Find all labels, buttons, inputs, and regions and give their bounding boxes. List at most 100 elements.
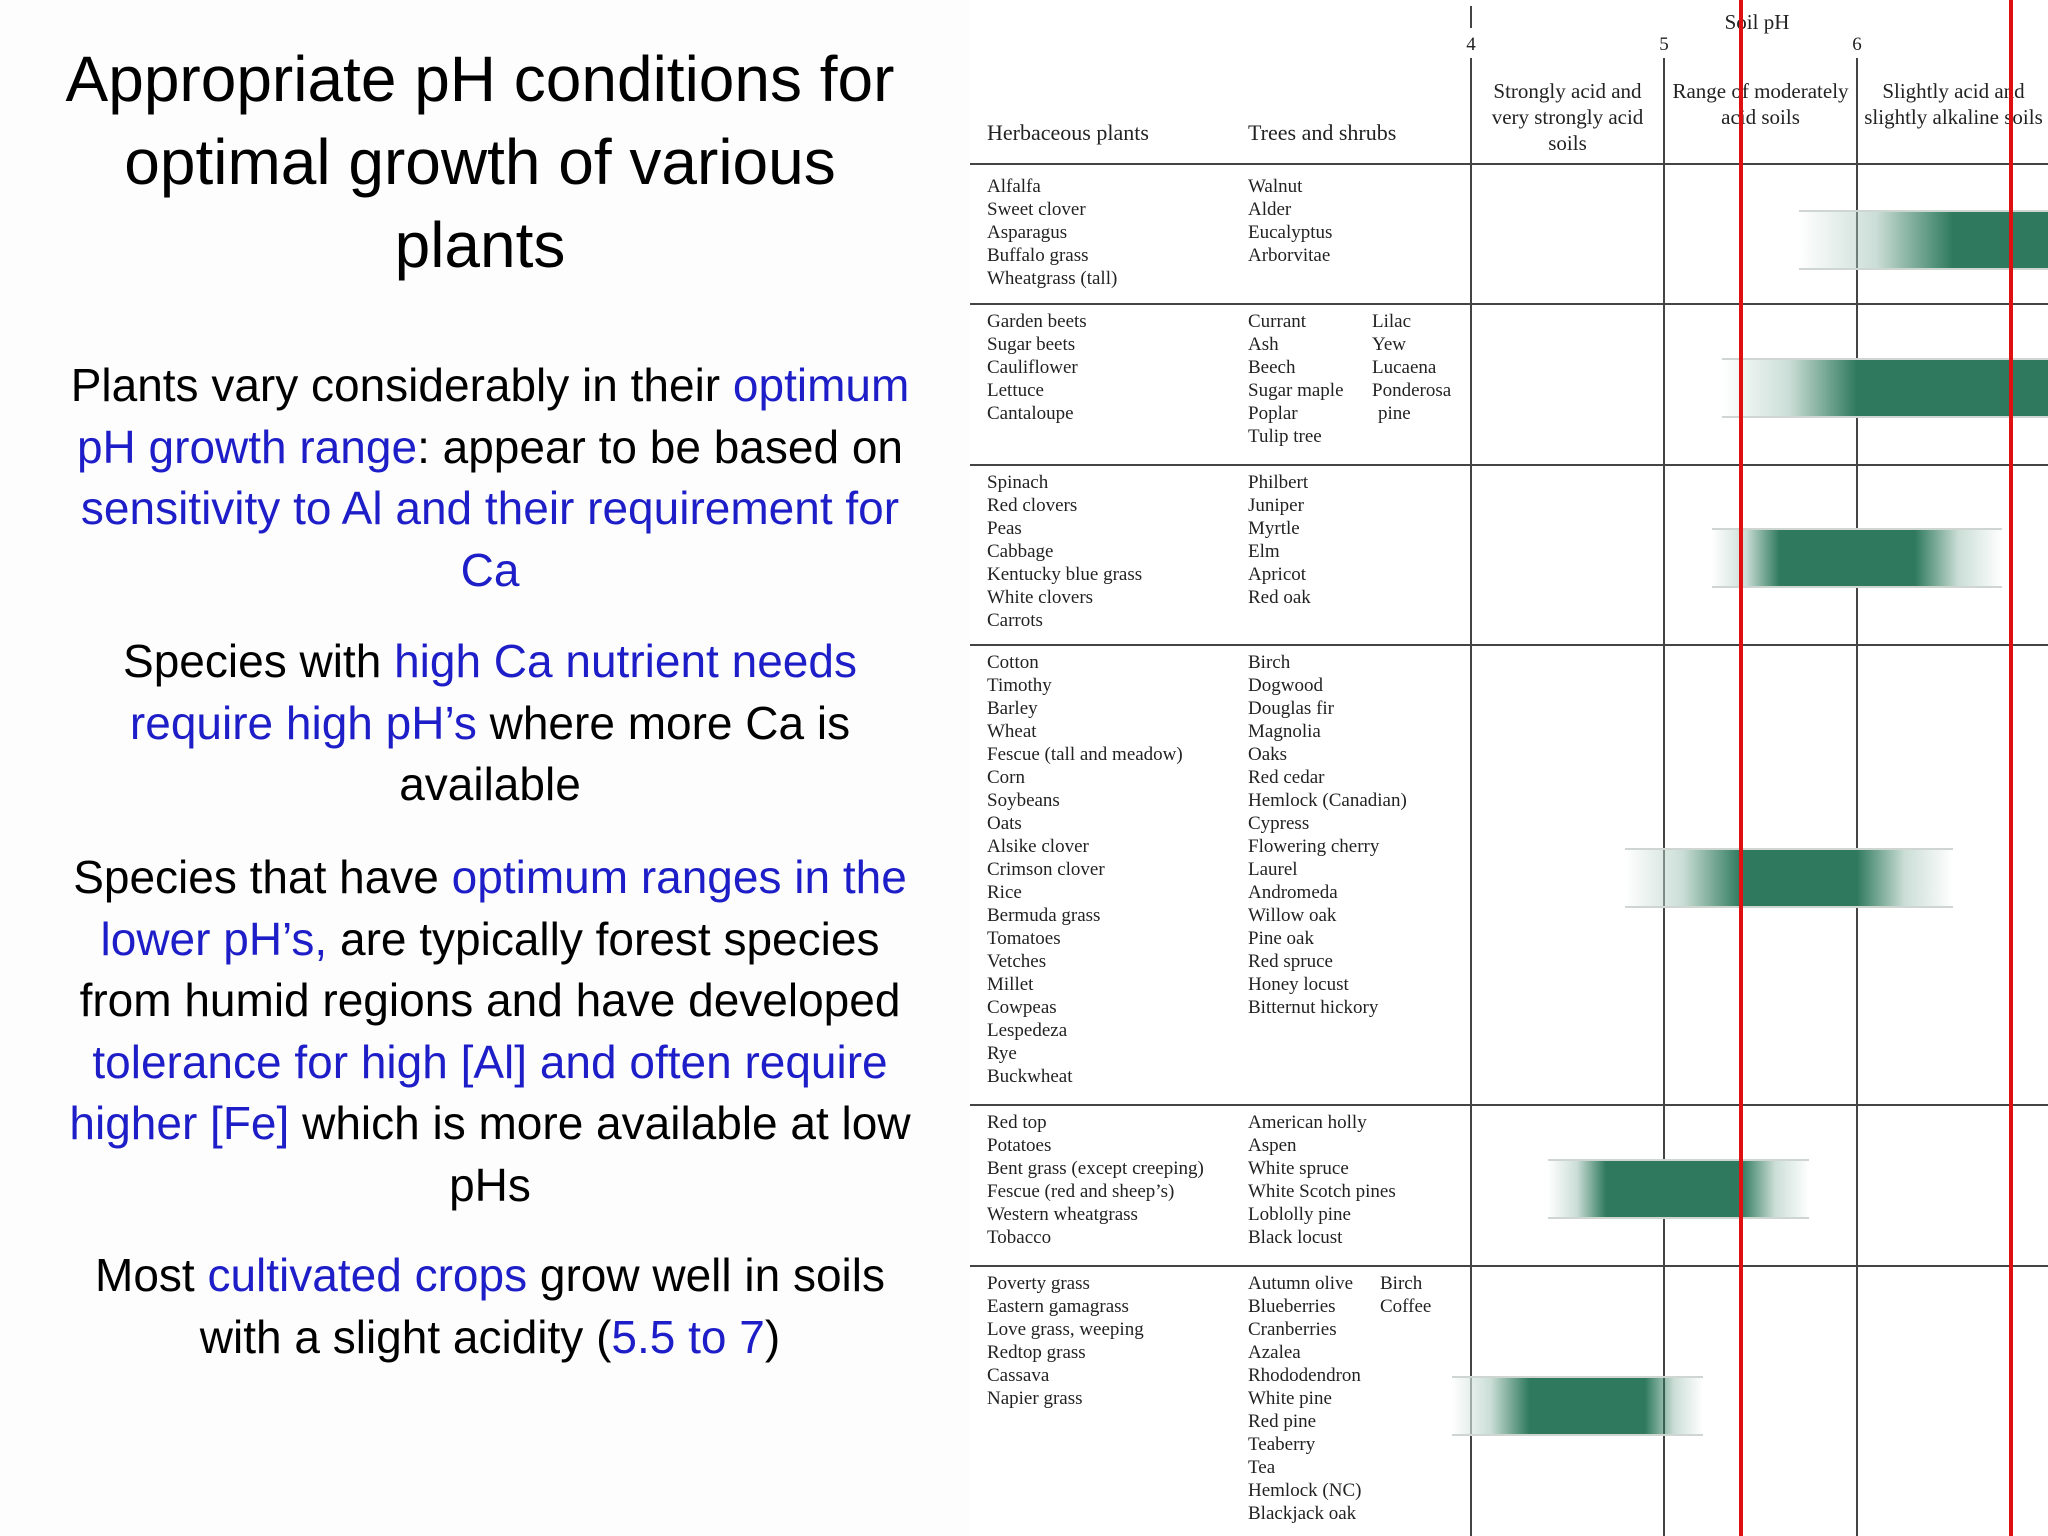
soil-ph-table: Soil pH Herbaceous plants Trees and shru… [970,0,2048,1536]
herbaceous-plant-list: Cotton Timothy Barley Wheat Fescue (tall and… [987,651,1183,1088]
ph-marker-line [1739,0,1744,1536]
plant-name: Sugar maple [1248,380,1344,401]
plant-name: Kentucky blue grass [987,564,1143,585]
plant-name: Red top [987,1112,1047,1133]
plant-name: Eastern gamagrass [987,1296,1129,1317]
plant-name: Soybeans [987,790,1060,811]
group-divider [970,644,2048,646]
body-text: ) [764,1310,781,1363]
plant-name: Azalea [1248,1342,1301,1363]
plant-name: Oaks [1248,744,1288,765]
body-text: Most [95,1249,208,1301]
group-divider [970,464,2048,466]
plant-name: Garden beets [987,311,1087,332]
slide-title: Appropriate pH conditions for optimal gr… [65,43,895,281]
body-text: : appear to be based on [417,420,904,473]
highlight-text: sensitivity to Al and their requirement … [80,482,900,596]
highlight-text: cultivated crops [207,1249,528,1301]
group-divider [970,1265,2048,1267]
plant-name: Cassava [987,1365,1050,1386]
tree-shrub-list-second-column: Lilac Yew Lucaena Ponderosa pine [1372,310,1451,425]
ph-range-bar [1799,210,2048,270]
paragraph-ph-range: Plants vary considerably in their optimu… [60,355,920,601]
plant-name: Peas [987,518,1022,539]
plant-name: Carrots [987,610,1043,631]
ph-range-bar [1451,1376,1703,1436]
ph-range-bar [1548,1159,1809,1219]
plant-name: Tea [1248,1457,1276,1478]
group-divider [970,303,2048,305]
plant-name: Cowpeas [987,997,1057,1018]
header-rule [970,163,2048,165]
plant-name: Cabbage [987,541,1054,562]
plant-name: Sweet clover [987,199,1086,220]
plant-name: Flowering cherry [1248,836,1380,857]
plant-name: Tobacco [987,1227,1052,1248]
plant-name: Ash [1248,334,1279,355]
plant-name: Ponderosa [1372,380,1452,401]
plant-name: Crimson clover [987,859,1105,880]
plant-name: Black locust [1248,1227,1343,1248]
herbaceous-plant-list: Spinach Red clovers Peas Cabbage Kentucky bl… [987,471,1142,632]
column-divider [1856,58,1858,1536]
plant-name: Potatoes [987,1135,1052,1156]
plant-name: American holly [1248,1112,1367,1133]
herbaceous-plant-list: Garden beets Sugar beets Cauliflower Lettuc… [987,310,1087,425]
ph-marker-line [2009,0,2014,1536]
highlight-text: 5.5 to 7 [611,1310,765,1363]
plant-name: Fescue (tall and meadow) [987,744,1183,765]
tree-shrub-list: Walnut Alder Eucalyptus Arborvitae [1248,175,1332,267]
plant-name: Lucaena [1372,357,1437,378]
body-text: where more Ca is available [399,696,851,811]
plant-name: Honey locust [1248,974,1349,995]
plant-name: Cauliflower [987,357,1078,378]
plant-name: Currant [1248,311,1307,332]
ph-tick-label: 5 [1659,34,1669,55]
category-header: Range of moderately acid soils [1672,79,1849,129]
tree-shrub-list: Autumn olive Blueberries Cranberries Azalea… [1248,1272,1361,1525]
plant-name: Love grass, weeping [987,1319,1144,1340]
plant-name: Eucalyptus [1248,222,1333,243]
plant-name: Fescue (red and sheep’s) [987,1181,1175,1202]
plant-name: Birch [1248,652,1291,673]
plant-name: Timothy [987,675,1052,696]
tree-shrub-list: Birch Dogwood Douglas fir Magnolia Oaks Red c… [1248,651,1407,1019]
plant-name: Philbert [1248,472,1309,493]
plant-name: Cotton [987,652,1039,673]
tree-shrub-list-second-column: Birch Coffee [1380,1272,1431,1318]
plant-name: Pine oak [1248,928,1314,949]
plant-name: Western wheatgrass [987,1204,1138,1225]
plant-name: Hemlock (NC) [1248,1480,1362,1501]
header-herbaceous-plants: Herbaceous plants [987,120,1149,145]
highlight-text: optimum pH growth range [76,359,910,473]
ph-tick-label: 4 [1466,34,1476,55]
category-header: Slightly acid and slightly alkaline soil… [1864,79,2043,129]
plant-name: Cranberries [1248,1319,1337,1340]
body-text: Plants vary considerably in their [70,359,733,411]
ph-range-bar [1625,848,1954,908]
plant-name: Elm [1248,541,1280,562]
slide-text-panel: Appropriate pH conditions for optimal gr… [0,0,980,1536]
body-text: Species that have [73,851,452,903]
plant-name: Poverty grass [987,1273,1090,1294]
tree-shrub-list: Currant Ash Beech Sugar maple Poplar Tulip tr… [1248,310,1344,448]
highlight-text: tolerance for high [Al] and often requir… [69,1035,888,1150]
plant-name: Aspen [1248,1135,1297,1156]
column-divider [1663,58,1665,1536]
body-text: which is more available at low pHs [289,1097,911,1211]
plant-name: Laurel [1248,859,1298,880]
herbaceous-plant-list: Poverty grass Eastern gamagrass Love grass… [987,1272,1144,1410]
axis-title-soil-ph: Soil pH [1724,10,1790,34]
plant-name: Millet [987,974,1034,995]
plant-name: Red spruce [1248,951,1333,972]
plant-name: Lettuce [987,380,1044,401]
plant-name: Autumn olive [1248,1273,1354,1294]
plant-name: Magnolia [1248,721,1321,742]
plant-name: Cantaloupe [987,403,1074,424]
plant-name: Alfalfa [987,176,1041,197]
highlight-text: optimum ranges in the lower pH’s, [100,851,907,965]
plant-name: Birch [1380,1273,1423,1294]
paragraph-low-ph-species: Species that have optimum ranges in the … [60,847,920,1216]
plant-name: Asparagus [987,222,1068,243]
plant-name: Juniper [1248,495,1304,516]
